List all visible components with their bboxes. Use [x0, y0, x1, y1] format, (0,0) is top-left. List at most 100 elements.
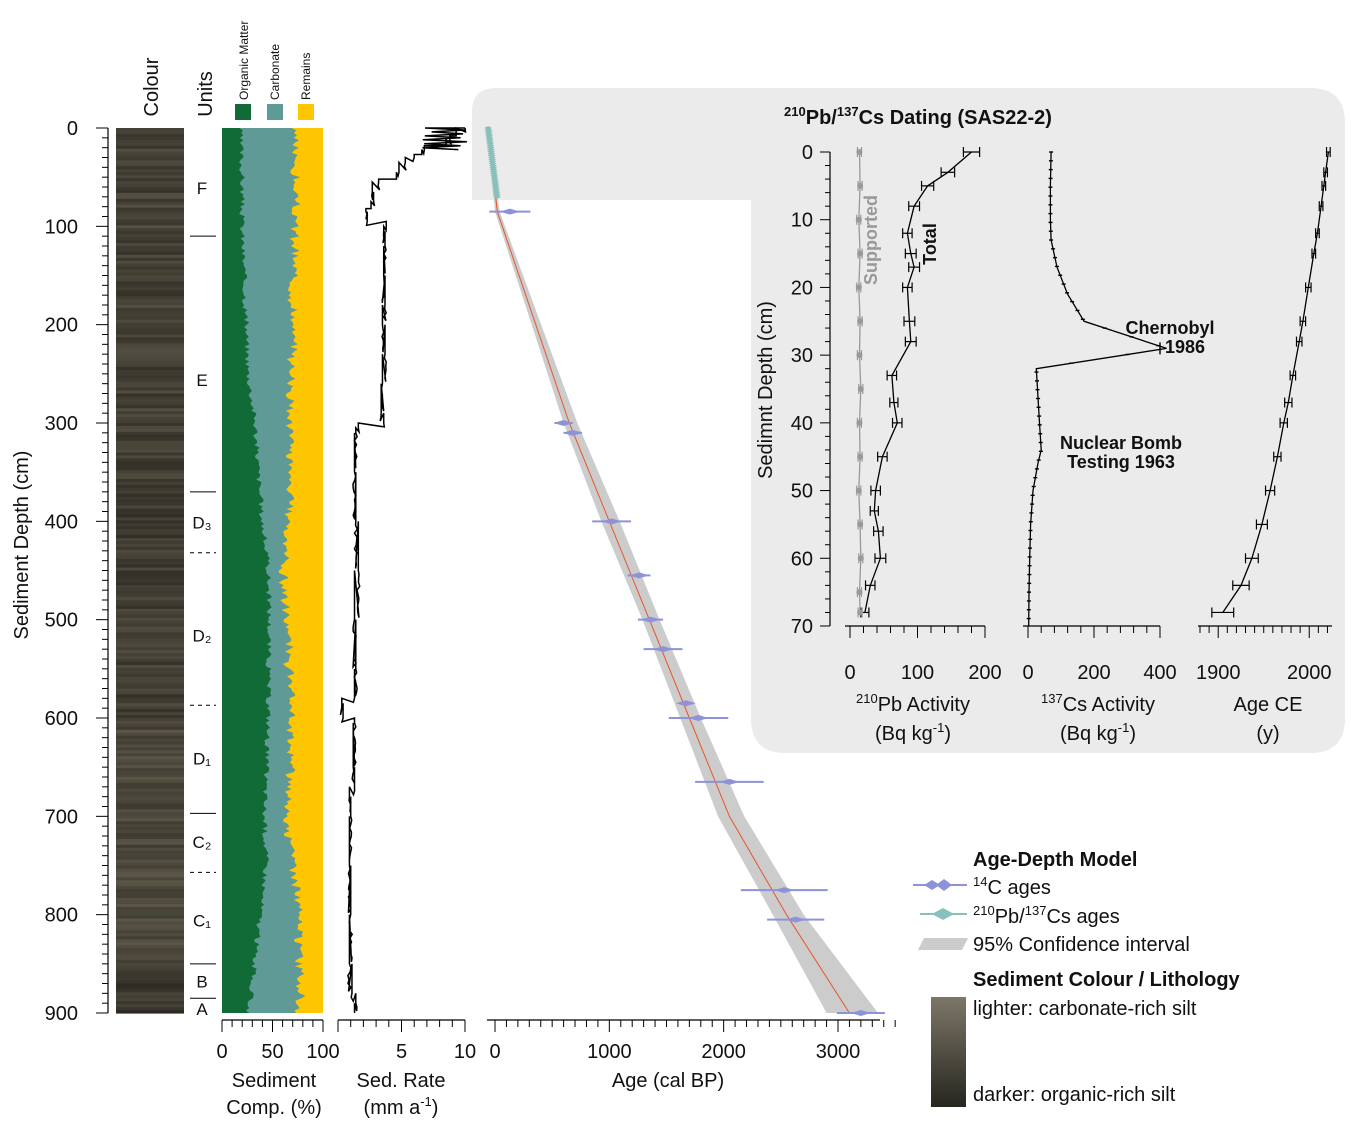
legend-pbcs-label: 210Pb/137Cs ages — [973, 903, 1120, 928]
colour-band — [116, 237, 184, 241]
colour-band — [116, 676, 184, 681]
c14-age-marker — [553, 420, 574, 426]
colour-band — [116, 148, 184, 153]
main-y-tick-label: 800 — [45, 905, 78, 927]
colour-band — [116, 948, 184, 952]
unit-label: F — [197, 179, 207, 198]
colour-band — [116, 753, 184, 757]
colour-band — [116, 470, 184, 474]
colour-band — [116, 844, 184, 849]
colour-band — [116, 573, 184, 577]
colour-band — [116, 779, 184, 784]
colour-band — [116, 175, 184, 179]
organic-legend-swatch — [235, 104, 251, 120]
colour-band — [116, 452, 184, 457]
colour-band — [116, 372, 184, 377]
unit-label: D₃ — [192, 513, 211, 532]
colour-band — [116, 458, 184, 462]
colour-band — [116, 833, 184, 837]
comp-axis-label-2: Comp. (%) — [226, 1097, 322, 1119]
colour-band — [116, 443, 184, 448]
colour-band — [116, 656, 184, 660]
colour-band — [116, 980, 184, 985]
pb-supported-point — [856, 149, 863, 155]
colour-band — [116, 977, 184, 982]
colour-band — [116, 1007, 184, 1011]
colour-band — [116, 709, 184, 713]
colour-band — [116, 841, 184, 846]
colour-band — [116, 827, 184, 831]
colour-band — [116, 927, 184, 931]
colour-band — [116, 381, 184, 386]
colour-band — [116, 532, 184, 536]
colour-band — [116, 240, 184, 244]
pb-supported-point — [857, 386, 864, 392]
inset-y-tick-label: 10 — [791, 210, 813, 232]
colour-band — [116, 281, 184, 285]
colour-band — [116, 697, 184, 701]
colour-band — [116, 482, 184, 486]
age-model-plot — [484, 126, 885, 1016]
inset-y-tick-label: 50 — [791, 481, 813, 503]
colour-band — [116, 986, 184, 990]
organic-area — [222, 128, 272, 1013]
colour-band — [116, 434, 184, 439]
colour-band — [116, 788, 184, 793]
colour-band — [116, 812, 184, 816]
colour-band — [116, 785, 184, 790]
colour-band — [116, 632, 184, 636]
rate-axis-label-1: Sed. Rate — [357, 1070, 446, 1092]
colour-band — [116, 561, 184, 566]
legend-pbcs-symbol — [920, 908, 967, 920]
colour-band — [116, 765, 184, 769]
inset-y-tick-label: 70 — [791, 616, 813, 638]
colour-band — [116, 411, 184, 415]
colour-band — [116, 328, 184, 333]
rate-axis-tick-label: 10 — [454, 1041, 476, 1063]
colour-band — [116, 1004, 184, 1008]
units-header: Units — [195, 71, 217, 117]
colour-band — [116, 431, 184, 436]
colour-band — [116, 912, 184, 917]
colour-band — [116, 440, 184, 445]
colour-band — [116, 364, 184, 368]
agece-axis-unit: (y) — [1256, 723, 1279, 745]
colour-band — [116, 130, 184, 135]
colour-band — [116, 393, 184, 398]
colour-band — [116, 644, 184, 648]
c14-age-marker — [499, 208, 520, 215]
colour-band — [116, 915, 184, 920]
colour-band — [116, 924, 184, 929]
c14-age-marker — [785, 916, 806, 923]
inset-title-sup1: 210 — [784, 104, 806, 119]
agece-axis-tick-label: 1900 — [1196, 662, 1241, 684]
colour-band — [116, 942, 184, 946]
inset-title-sup2: 137 — [837, 104, 859, 119]
colour-band — [116, 703, 184, 707]
pb-supported-point — [857, 555, 864, 562]
colour-band — [116, 502, 184, 507]
legend: Age-Depth Model 14C ages 210Pb/137Cs age… — [913, 849, 1241, 1107]
lithology-title: Sediment Colour / Lithology — [973, 969, 1241, 991]
colour-band — [116, 555, 184, 560]
colour-band — [116, 951, 184, 955]
colour-band — [116, 222, 184, 226]
lithology-lighter: lighter: carbonate-rich silt — [973, 998, 1197, 1020]
colour-band — [116, 974, 184, 979]
colour-band — [116, 732, 184, 737]
main-y-tick-label: 500 — [45, 610, 78, 632]
colour-band — [116, 620, 184, 625]
colour-band — [116, 594, 184, 598]
pb-supported-point — [857, 182, 864, 189]
colour-band — [116, 803, 184, 808]
colour-band — [116, 567, 184, 572]
colour-band — [116, 921, 184, 926]
age-axis-tick-label: 3000 — [816, 1041, 861, 1063]
agece-axis-tick-label: 2000 — [1287, 662, 1332, 684]
colour-band — [116, 523, 184, 527]
colour-band — [116, 794, 184, 799]
colour-band — [116, 959, 184, 964]
colour-band — [116, 691, 184, 695]
c14-age-marker — [629, 572, 650, 579]
colour-band — [116, 614, 184, 619]
